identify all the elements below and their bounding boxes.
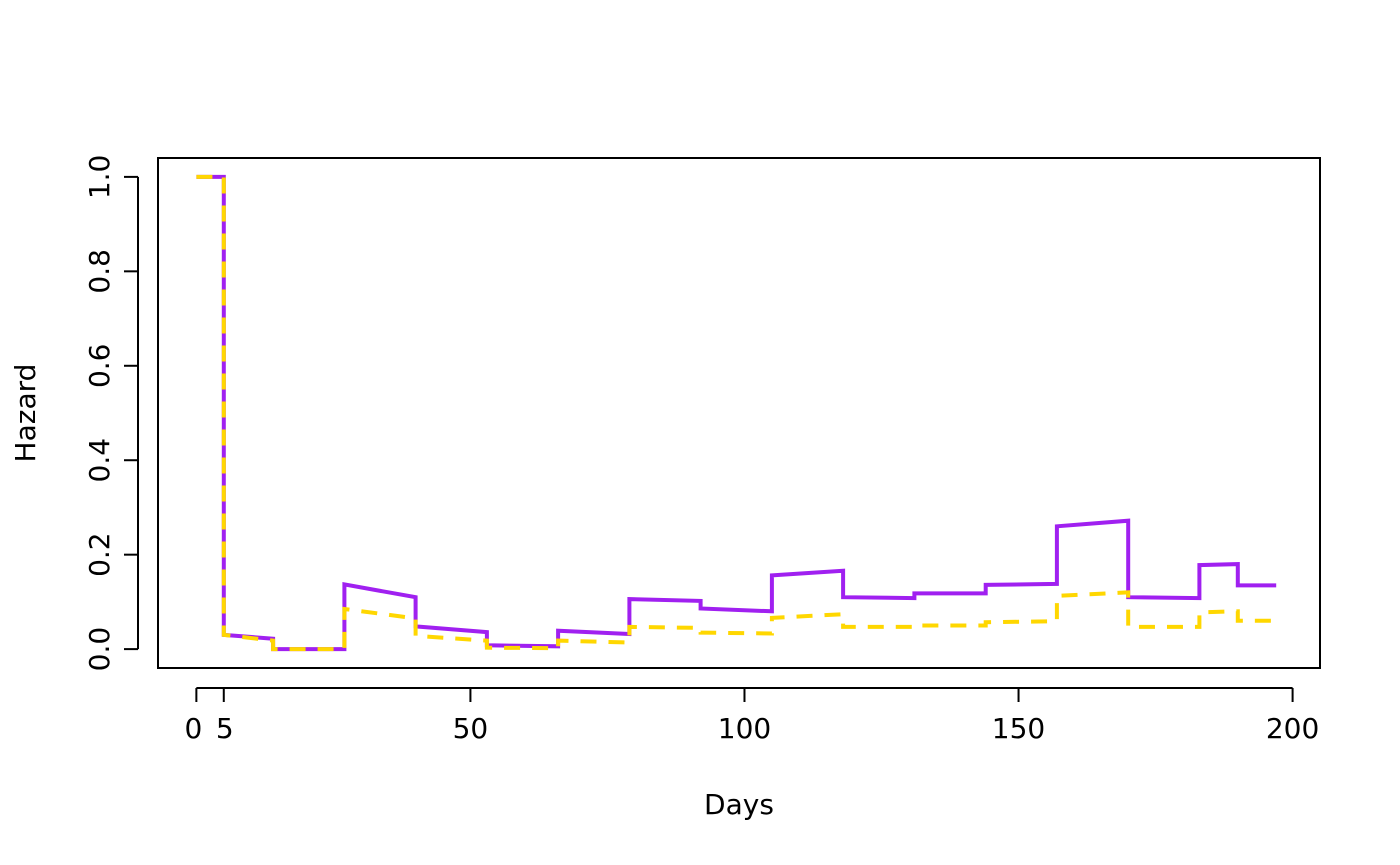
series-line-2 (196, 174, 1277, 652)
y-tick-label: 0.0 (83, 627, 116, 672)
y-axis: 0.0 0.2 0.4 0.6 0.8 1.0 (83, 155, 139, 672)
x-tick-label: 200 (1266, 712, 1319, 745)
x-tick-label: 50 (453, 712, 489, 745)
plot-frame (157, 157, 1321, 669)
y-tick-label: 0.4 (83, 438, 116, 483)
y-tick-label: 0.2 (83, 532, 116, 577)
x-axis: 0 5 50 100 150 200 (184, 687, 1319, 745)
y-tick-label: 1.0 (83, 155, 116, 200)
x-tick-label: 150 (992, 712, 1045, 745)
y-axis-label: Hazard (9, 364, 42, 463)
x-tick-label: 0 (184, 712, 202, 745)
x-tick-label: 5 (216, 712, 234, 745)
x-axis-label: Days (704, 788, 774, 821)
x-tick-label: 100 (718, 712, 771, 745)
y-tick-label: 0.6 (83, 344, 116, 389)
series-layer (196, 174, 1277, 652)
y-tick-label: 0.8 (83, 249, 116, 294)
series-line-1 (196, 174, 1277, 652)
